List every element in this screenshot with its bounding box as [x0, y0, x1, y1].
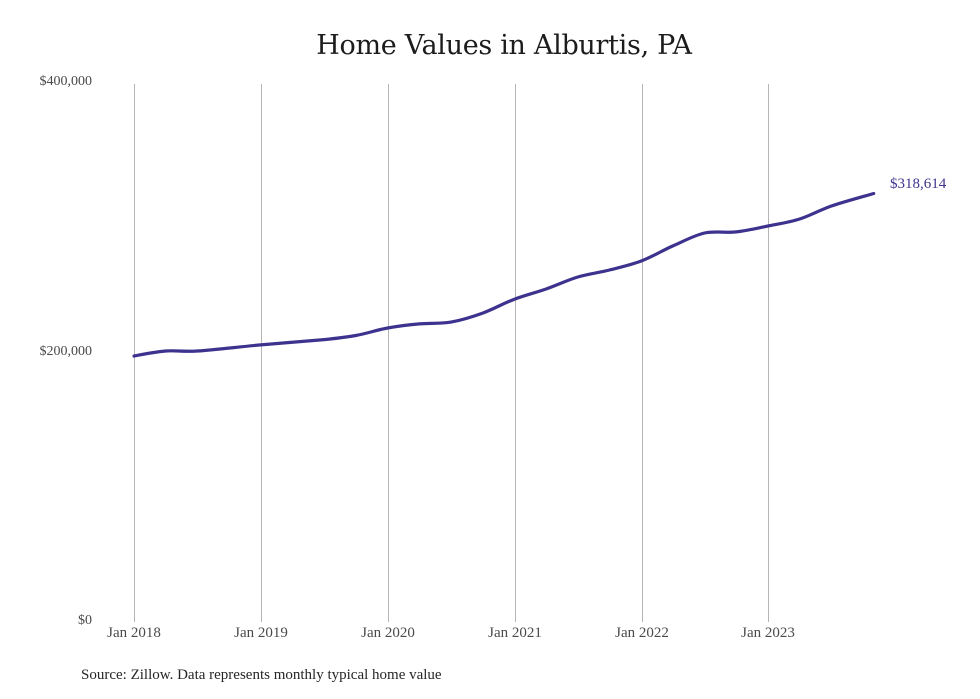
x-tick-jan-2020: Jan 2020 [361, 625, 415, 641]
x-tick-jan-2018: Jan 2018 [107, 625, 161, 641]
x-tick-jan-2022: Jan 2022 [615, 625, 669, 641]
vertical-gridlines [134, 84, 769, 622]
x-tick-jan-2019: Jan 2019 [234, 625, 288, 641]
y-tick-400000: $400,000 [39, 74, 93, 89]
x-tick-jan-2021: Jan 2021 [488, 625, 542, 641]
home-value-line [132, 191, 876, 358]
y-tick-200000: $200,000 [39, 344, 93, 359]
x-tick-jan-2023: Jan 2023 [741, 625, 795, 641]
source-note: Source: Zillow. Data represents monthly … [81, 667, 442, 683]
y-tick-0: $0 [78, 613, 92, 628]
chart-title: Home Values in Alburtis, PA [316, 30, 692, 61]
end-value-label: $318,614 [890, 176, 947, 192]
